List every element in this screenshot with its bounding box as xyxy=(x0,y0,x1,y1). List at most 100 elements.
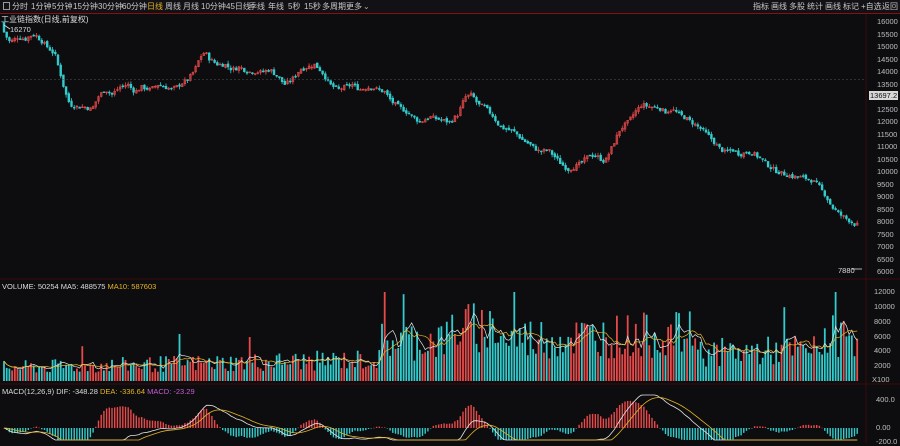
macd-bar xyxy=(219,427,221,428)
period-quarterly[interactable]: 季线 xyxy=(249,2,265,11)
macd-bar xyxy=(165,423,167,428)
macd-dif-line xyxy=(3,394,858,441)
price-tick-label: 14500 xyxy=(877,54,898,64)
period-60min[interactable]: 60分钟 xyxy=(122,2,147,11)
macd-bar xyxy=(143,418,146,428)
menu-draw[interactable]: 画线 xyxy=(771,2,787,11)
candle-body xyxy=(596,155,600,157)
macd-bar xyxy=(732,428,734,440)
macd-bar xyxy=(446,423,448,428)
candle-body xyxy=(151,86,154,89)
candle-body xyxy=(140,85,143,91)
candle-body xyxy=(332,83,335,87)
candle-body xyxy=(480,103,484,106)
return-button[interactable]: 返回 xyxy=(882,2,898,11)
period-monthly[interactable]: 月线 xyxy=(183,2,199,11)
volume-bar xyxy=(321,352,324,381)
menu-drawline[interactable]: 画线 xyxy=(825,2,841,11)
macd-bar xyxy=(105,408,108,428)
candle-body xyxy=(780,170,783,174)
volume-bar xyxy=(394,348,397,381)
price-tick-label: 15000 xyxy=(877,42,898,51)
period-multi[interactable]: 多周期 xyxy=(322,2,346,11)
menu-mark[interactable]: 标记 xyxy=(843,2,859,11)
macd-bar xyxy=(559,428,561,432)
macd-bar xyxy=(243,428,245,437)
macd-bar xyxy=(656,424,659,428)
menu-stats[interactable]: 统计 xyxy=(807,2,823,11)
layout-icon[interactable] xyxy=(3,2,10,10)
period-15sec[interactable]: 15秒 xyxy=(304,2,321,11)
volume-bar xyxy=(675,312,678,381)
macd-bar xyxy=(335,428,337,439)
volume-bar xyxy=(151,372,154,381)
volume-bar xyxy=(243,369,246,381)
volume-bar xyxy=(440,326,443,381)
period-yearly[interactable]: 年线 xyxy=(268,2,284,11)
macd-bar xyxy=(778,428,780,433)
macd-bar xyxy=(308,420,310,428)
volume-bar xyxy=(645,314,648,381)
macd-bar xyxy=(748,428,750,430)
low-price-label: 7880 xyxy=(838,266,855,275)
period-30min[interactable]: 30分钟 xyxy=(98,2,123,11)
period-weekly[interactable]: 周线 xyxy=(165,2,181,11)
macd-bar xyxy=(591,413,594,428)
candle-body xyxy=(2,21,6,33)
price-tick-label: 8500 xyxy=(877,204,894,214)
volume-bar xyxy=(597,351,599,381)
macd-bar xyxy=(421,428,424,436)
period-1min[interactable]: 1分钟 xyxy=(31,2,52,11)
macd-bar xyxy=(840,428,842,440)
period-45day[interactable]: 45日线 xyxy=(226,2,251,11)
macd-bar xyxy=(737,428,740,437)
candle-body xyxy=(585,155,589,160)
menu-multi-stock[interactable]: 多股 xyxy=(789,2,805,11)
volume-bar xyxy=(475,343,478,381)
volume-bar xyxy=(308,356,310,381)
macd-bar xyxy=(718,428,721,440)
macd-bar xyxy=(192,418,194,428)
candle-body xyxy=(774,166,778,174)
macd-bar xyxy=(699,428,702,440)
period-5sec[interactable]: 5秒 xyxy=(288,2,301,11)
volume-bar xyxy=(116,366,119,381)
macd-bar xyxy=(483,421,486,428)
period-10min[interactable]: 10分钟 xyxy=(201,2,226,11)
macd-bar xyxy=(540,428,542,436)
period-more[interactable]: 更多 xyxy=(346,2,362,11)
candle-body xyxy=(610,146,613,154)
period-15min[interactable]: 15分钟 xyxy=(73,2,98,11)
candle-body xyxy=(612,143,616,147)
candle-body xyxy=(375,87,378,89)
macd-bar xyxy=(465,407,467,428)
volume-bar xyxy=(238,359,240,381)
period-5min[interactable]: 5分钟 xyxy=(52,2,73,11)
candle-body xyxy=(110,92,114,95)
macd-bar xyxy=(413,428,416,437)
menu-indicators[interactable]: 指标 xyxy=(753,2,769,11)
candle-body xyxy=(818,182,821,186)
more-chevron-icon[interactable]: ⌄ xyxy=(363,2,370,11)
volume-bar xyxy=(97,371,100,381)
macd-bar xyxy=(548,428,551,430)
candle-body xyxy=(440,119,443,121)
volume-bar xyxy=(656,350,659,381)
volume-bar xyxy=(837,356,840,381)
candle-body xyxy=(712,137,716,145)
candle-body xyxy=(626,120,629,124)
volume-bar xyxy=(135,365,138,381)
candle-body xyxy=(399,104,403,107)
candle-body xyxy=(567,168,570,171)
macd-bar xyxy=(799,426,802,428)
volume-tick-label: 12000 xyxy=(874,287,895,296)
period-timeshare[interactable]: 分时 xyxy=(12,2,28,11)
candle-body xyxy=(181,83,184,87)
period-daily[interactable]: 日线 xyxy=(147,2,163,11)
volume-bar xyxy=(437,327,440,381)
macd-bar xyxy=(573,428,575,432)
volume-bar xyxy=(553,347,556,381)
add-watchlist-button[interactable]: +自选 xyxy=(861,2,882,11)
volume-bar xyxy=(294,353,297,381)
